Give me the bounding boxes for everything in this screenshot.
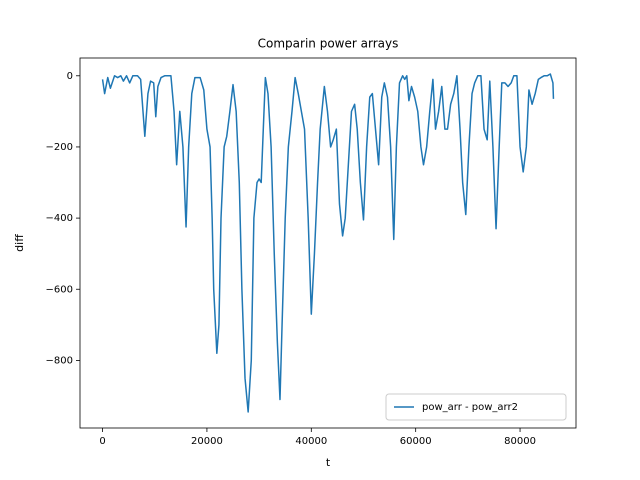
y-axis-label: diff xyxy=(13,234,26,252)
y-tick-label: −400 xyxy=(46,213,73,224)
data-line xyxy=(101,73,555,413)
x-tick-label: 60000 xyxy=(400,436,432,447)
x-tick-label: 80000 xyxy=(504,436,536,447)
legend-label: pow_arr - pow_arr2 xyxy=(422,402,518,413)
y-tick-label: −200 xyxy=(46,142,73,153)
chart-title: Comparin power arrays xyxy=(258,37,399,51)
y-tick-label: 0 xyxy=(67,71,73,82)
y-tick-label: −600 xyxy=(46,284,73,295)
y-tick-label: −800 xyxy=(46,355,73,366)
plot-frame xyxy=(79,57,577,429)
x-axis-label: t xyxy=(326,456,331,469)
x-tick-label: 40000 xyxy=(295,436,327,447)
x-tick-label: 0 xyxy=(99,436,105,447)
x-tick-label: 20000 xyxy=(191,436,223,447)
legend-box xyxy=(385,393,567,421)
